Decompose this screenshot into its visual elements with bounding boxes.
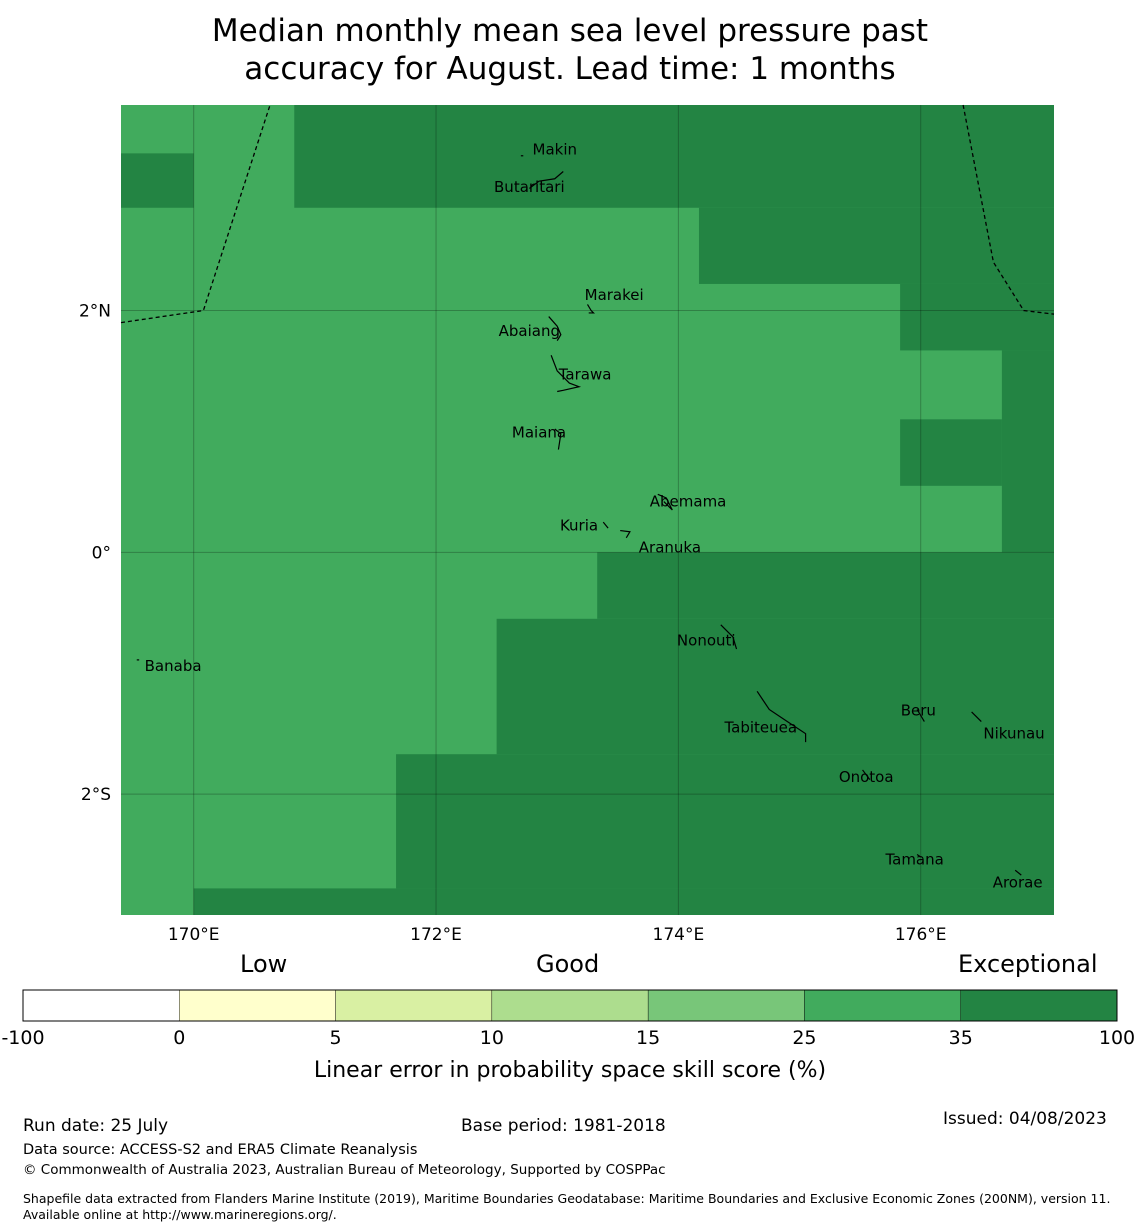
colorbar-outline xyxy=(22,989,1118,1022)
colorbar-tick-label: 100 xyxy=(1099,1027,1135,1049)
island-label: Abaiang xyxy=(499,322,560,340)
island-outline xyxy=(554,428,562,450)
y-tick-label: 2°N xyxy=(79,302,111,322)
map-plot-area: 170°E 172°E 174°E 176°E 2°N 0° 2°S Makin Butarit… xyxy=(79,104,1055,945)
exceptional-cell-1 xyxy=(294,105,1054,208)
island-outline xyxy=(756,691,807,743)
colorbar-tick-label: 35 xyxy=(949,1027,973,1049)
colorbar-segment xyxy=(960,989,1118,1022)
colorbar-segment xyxy=(22,989,180,1022)
title-line-2: accuracy for August. Lead time: 1 months xyxy=(244,51,896,87)
island-label: Butaritari xyxy=(494,178,565,196)
colorbar: -100 0 5 10 15 25 35 100 xyxy=(1,989,1135,1049)
x-tick-label: 172°E xyxy=(410,925,462,945)
issued-date: Issued: 04/08/2023 xyxy=(943,1109,1107,1129)
island-label: Abemama xyxy=(650,493,727,511)
colorbar-segment xyxy=(335,989,493,1022)
island-label: Nonouti xyxy=(677,632,736,650)
eez-boundary-0 xyxy=(120,104,271,324)
island-label: Kuria xyxy=(560,517,598,535)
colorbar-category-exceptional: Exceptional xyxy=(958,950,1098,978)
island-outline xyxy=(528,171,564,189)
island-label: Aranuka xyxy=(639,538,701,556)
x-tick-label: 176°E xyxy=(895,925,947,945)
exceptional-cell-0 xyxy=(121,153,194,208)
island-outline xyxy=(602,521,609,529)
data-source: Data source: ACCESS-S2 and ERA5 Climate … xyxy=(23,1142,418,1158)
colorbar-segment xyxy=(804,989,961,1022)
island-outline xyxy=(620,529,631,539)
eez-boundary-1 xyxy=(962,104,1055,315)
x-tick-label: 174°E xyxy=(653,925,705,945)
run-date: Run date: 25 July xyxy=(23,1116,169,1136)
island-label: Banaba xyxy=(145,657,202,675)
island-outline xyxy=(1014,869,1022,876)
island-outline xyxy=(586,304,596,314)
island-label: Arorae xyxy=(993,873,1043,891)
island-label: Nikunau xyxy=(983,725,1044,743)
island-outline xyxy=(971,711,982,722)
island-outline xyxy=(916,854,922,858)
y-tick-label: 0° xyxy=(92,543,111,563)
colorbar-tick-label: 5 xyxy=(330,1027,342,1049)
colorbar-tick-label: 0 xyxy=(173,1027,185,1049)
island-label: Onotoa xyxy=(839,768,894,786)
title-line-1: Median monthly mean sea level pressure p… xyxy=(211,13,929,49)
island-outline xyxy=(862,769,871,780)
exceptional-cell-8 xyxy=(396,754,1055,889)
colorbar-category-good: Good xyxy=(536,950,600,978)
colorbar-tick-label: 10 xyxy=(480,1027,504,1049)
shapefile-credit: Shapefile data extracted from Flanders M… xyxy=(23,1191,1111,1222)
island-label: Tabiteuea xyxy=(723,719,797,737)
exceptional-cell-5 xyxy=(900,419,1002,486)
colorbar-tick-label: 15 xyxy=(636,1027,660,1049)
copyright: © Commonwealth of Australia 2023, Austra… xyxy=(23,1162,666,1178)
colorbar-label: Linear error in probability space skill … xyxy=(313,1058,827,1083)
map-figure: 170°E 172°E 174°E 176°E 2°N 0° 2°S Makin Butarit… xyxy=(1,104,1135,1049)
island-outline xyxy=(720,624,738,650)
island-outline xyxy=(657,493,673,511)
y-tick-label: 2°S xyxy=(81,785,111,805)
exceptional-cell-7 xyxy=(496,618,1054,755)
exceptional-cell-4 xyxy=(1001,350,1054,553)
colorbar-tick-label: 25 xyxy=(792,1027,816,1049)
exceptional-cell-2 xyxy=(698,207,1054,284)
island-label: Tamana xyxy=(884,850,943,868)
island-label: Maiana xyxy=(512,424,566,442)
island-label: Tarawa xyxy=(558,366,612,384)
island-label: Makin xyxy=(533,141,578,159)
colorbar-segment xyxy=(179,989,336,1022)
exceptional-cell-3 xyxy=(900,283,1054,351)
x-tick-label: 170°E xyxy=(168,925,220,945)
island-outline xyxy=(550,355,582,393)
island-outline xyxy=(916,709,925,722)
colorbar-segment xyxy=(647,989,805,1022)
island-outline xyxy=(548,316,562,342)
exceptional-cell-9 xyxy=(193,888,1054,915)
map-title: Median monthly mean sea level pressure p… xyxy=(0,12,1140,88)
island-label: Beru xyxy=(901,702,936,720)
colorbar-tick-label: -100 xyxy=(1,1027,44,1049)
island-label: Marakei xyxy=(585,286,644,304)
colorbar-category-low: Low xyxy=(240,950,288,978)
base-period: Base period: 1981-2018 xyxy=(461,1116,666,1136)
exceptional-cell-6 xyxy=(597,552,1054,619)
colorbar-segment xyxy=(491,989,649,1022)
